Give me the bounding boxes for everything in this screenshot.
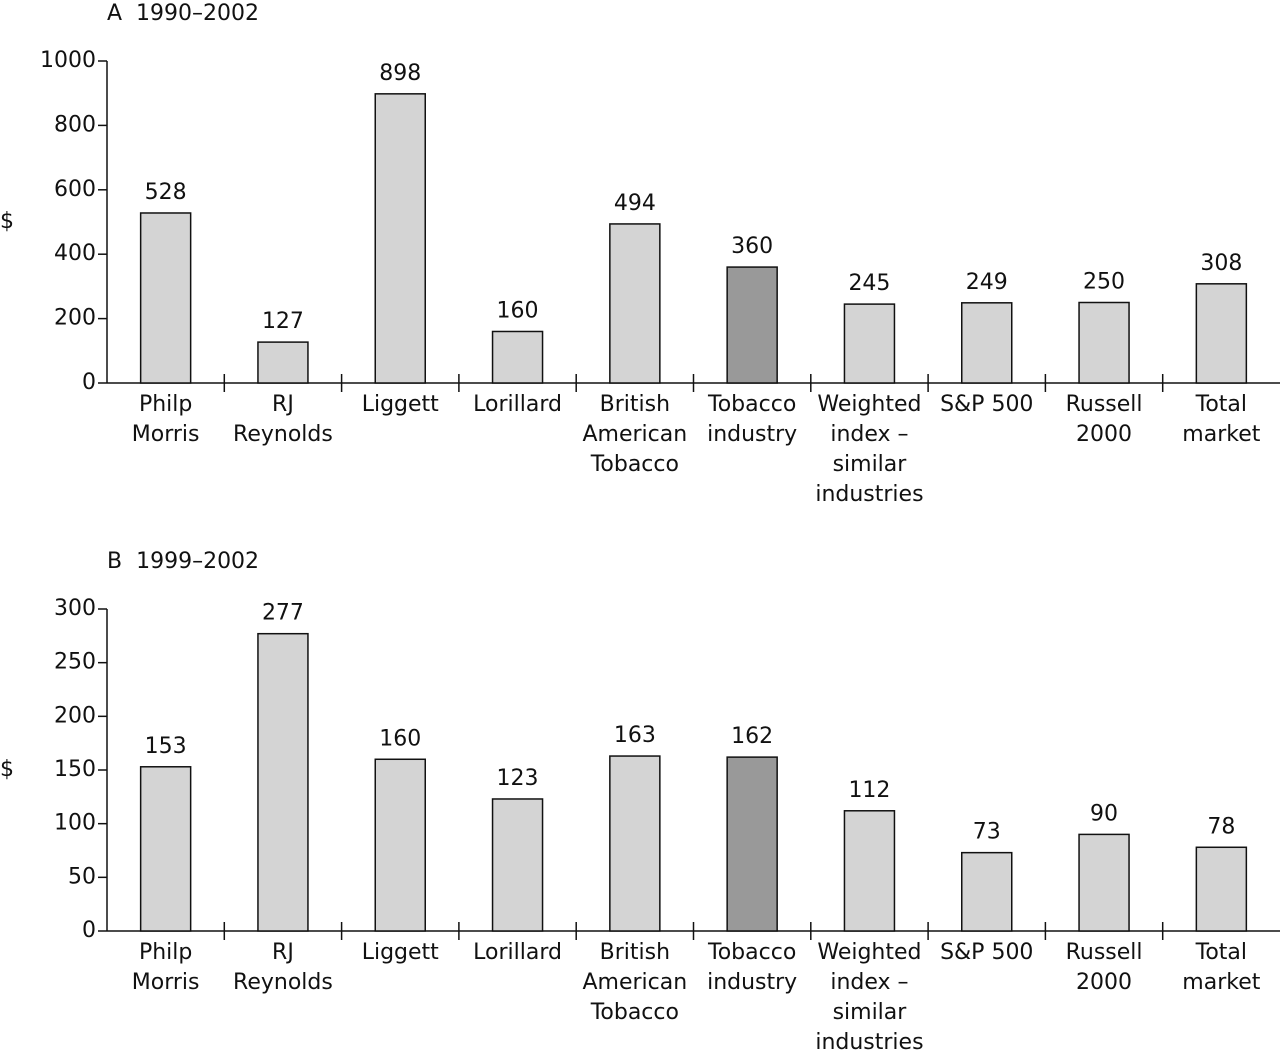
x-tick-label: Morris: [132, 970, 200, 995]
x-tick-label: similar: [833, 1000, 908, 1025]
y-tick-label: 300: [54, 596, 96, 621]
x-tick-label: Russell: [1066, 392, 1143, 417]
value-label: 162: [731, 724, 773, 749]
x-tick-label: 2000: [1076, 422, 1132, 447]
y-tick-label: 0: [82, 370, 96, 395]
value-label: 73: [973, 820, 1001, 845]
value-label: 123: [497, 766, 539, 791]
y-tick-label: 50: [68, 864, 96, 889]
y-tick-label: 600: [54, 177, 96, 202]
value-label: 127: [262, 309, 304, 334]
value-label: 308: [1200, 251, 1242, 276]
value-label: 360: [731, 234, 773, 259]
bar: [257, 341, 309, 384]
bar: [1078, 833, 1130, 932]
x-tick-label: industries: [815, 482, 923, 507]
bar: [726, 266, 778, 384]
x-tick-label: American: [582, 422, 687, 447]
x-tick-label: British: [600, 392, 670, 417]
x-tick-label: industry: [707, 422, 797, 447]
x-tick-label: RJ: [272, 392, 294, 417]
x-tick-label: Tobacco: [707, 392, 796, 417]
y-tick-label: 400: [54, 241, 96, 266]
x-tick-label: Liggett: [362, 392, 439, 417]
value-label: 277: [262, 601, 304, 626]
y-tick-label: 800: [54, 112, 96, 137]
x-tick-label: Lorillard: [473, 940, 562, 965]
x-tick-label: Weighted: [817, 940, 921, 965]
x-tick-label: S&P 500: [940, 392, 1033, 417]
x-tick-label: Reynolds: [233, 970, 333, 995]
y-axis-label: $: [0, 757, 14, 782]
x-tick-label: Total: [1195, 392, 1247, 417]
bar: [843, 810, 896, 932]
value-label: 494: [614, 191, 656, 216]
value-label: 112: [848, 778, 890, 803]
x-tick-label: Tobacco: [590, 452, 679, 477]
bar: [961, 851, 1013, 932]
bar: [139, 766, 192, 932]
value-label: 528: [145, 180, 187, 205]
y-tick-label: 150: [54, 757, 96, 782]
bar: [961, 302, 1013, 384]
x-tick-label: Tobacco: [590, 1000, 679, 1025]
x-tick-label: Russell: [1066, 940, 1143, 965]
x-tick-label: Reynolds: [233, 422, 333, 447]
bar: [1078, 301, 1130, 384]
y-tick-label: 200: [54, 306, 96, 331]
bar: [374, 93, 426, 384]
x-tick-label: 2000: [1076, 970, 1132, 995]
x-tick-label: Philp: [139, 392, 192, 417]
bar: [491, 330, 544, 384]
chart-title: B 1999–2002: [107, 549, 259, 574]
y-tick-label: 0: [82, 918, 96, 943]
x-tick-label: industries: [815, 1030, 923, 1052]
x-tick-label: Philp: [139, 940, 192, 965]
y-tick-label: 100: [54, 811, 96, 836]
value-label: 160: [379, 726, 421, 751]
value-label: 90: [1090, 801, 1118, 826]
bar: [374, 758, 426, 932]
x-tick-label: S&P 500: [940, 940, 1033, 965]
x-tick-label: Morris: [132, 422, 200, 447]
x-tick-label: index –: [830, 970, 908, 995]
x-tick-label: index –: [830, 422, 908, 447]
x-tick-label: Tobacco: [707, 940, 796, 965]
value-label: 163: [614, 723, 656, 748]
value-label: 153: [145, 734, 187, 759]
x-tick-label: American: [582, 970, 687, 995]
bar: [491, 798, 544, 932]
bar: [257, 632, 309, 932]
y-tick-label: 250: [54, 650, 96, 675]
x-tick-label: industry: [707, 970, 797, 995]
y-tick-label: 1000: [40, 48, 96, 73]
value-label: 245: [848, 271, 890, 296]
bar: [609, 755, 661, 932]
bar: [843, 303, 896, 384]
value-label: 898: [379, 61, 421, 86]
x-tick-label: Total: [1195, 940, 1247, 965]
x-tick-label: Liggett: [362, 940, 439, 965]
bar: [1195, 846, 1248, 932]
x-tick-label: market: [1182, 970, 1260, 995]
x-tick-label: Lorillard: [473, 392, 562, 417]
value-label: 160: [497, 298, 539, 323]
x-tick-label: Weighted: [817, 392, 921, 417]
bar: [1195, 283, 1248, 384]
bar: [609, 223, 661, 384]
bar: [726, 756, 778, 932]
value-label: 78: [1207, 814, 1235, 839]
value-label: 250: [1083, 270, 1125, 295]
bar: [139, 212, 192, 384]
x-tick-label: similar: [833, 452, 908, 477]
y-tick-label: 200: [54, 703, 96, 728]
chart-title: A 1990–2002: [107, 1, 259, 26]
value-label: 249: [966, 270, 1008, 295]
x-tick-label: market: [1182, 422, 1260, 447]
x-tick-label: RJ: [272, 940, 294, 965]
y-axis-label: $: [0, 209, 14, 234]
x-tick-label: British: [600, 940, 670, 965]
